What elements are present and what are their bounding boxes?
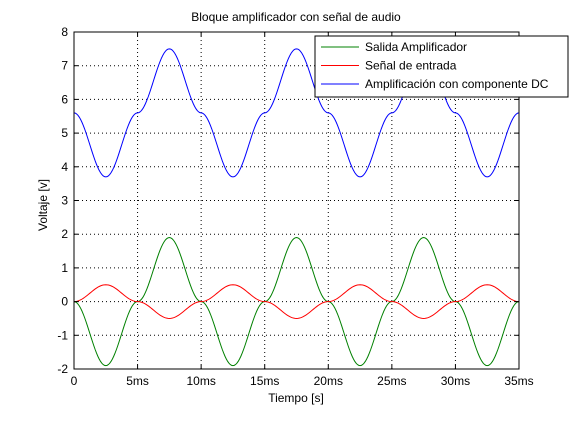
y-tick-label: 1: [61, 261, 68, 275]
chart-title: Bloque amplificador con señal de audio: [191, 10, 401, 24]
x-tick-label: 15ms: [250, 374, 279, 388]
series-line-1: [73, 237, 520, 367]
x-tick-label: 0: [71, 374, 78, 388]
legend: Salida Amplificador Señal de entrada Ampli…: [314, 35, 569, 98]
legend-label-1: Salida Amplificador: [365, 40, 467, 54]
x-tick-label: 5ms: [126, 374, 149, 388]
ticks: 0 5ms 10ms 15ms 20ms 25ms 30ms 35ms -2 -1 0 1 2 3 4 5 6 7…: [57, 25, 533, 388]
legend-label-3: Amplificación con componente DC: [365, 77, 549, 91]
y-tick-label: 8: [61, 25, 68, 39]
x-tick-label: 10ms: [186, 374, 215, 388]
y-tick-label: -1: [57, 328, 68, 342]
y-tick-label: 7: [61, 59, 68, 73]
x-tick-label: 25ms: [377, 374, 406, 388]
x-tick-label: 30ms: [441, 374, 470, 388]
y-tick-label: 4: [61, 160, 68, 174]
y-tick-label: 6: [61, 92, 68, 106]
legend-label-2: Señal de entrada: [365, 59, 457, 73]
x-axis-label: Tiempo [s]: [268, 391, 324, 405]
series-line-2: [73, 284, 520, 319]
y-tick-label: -2: [57, 362, 68, 376]
y-tick-label: 3: [61, 194, 68, 208]
y-tick-label: 0: [61, 295, 68, 309]
legend-box: [314, 35, 569, 98]
y-tick-label: 5: [61, 126, 68, 140]
y-tick-label: 2: [61, 227, 68, 241]
x-tick-label: 35ms: [504, 374, 533, 388]
x-tick-label: 20ms: [314, 374, 343, 388]
y-axis-label: Voltaje [v]: [36, 179, 50, 231]
